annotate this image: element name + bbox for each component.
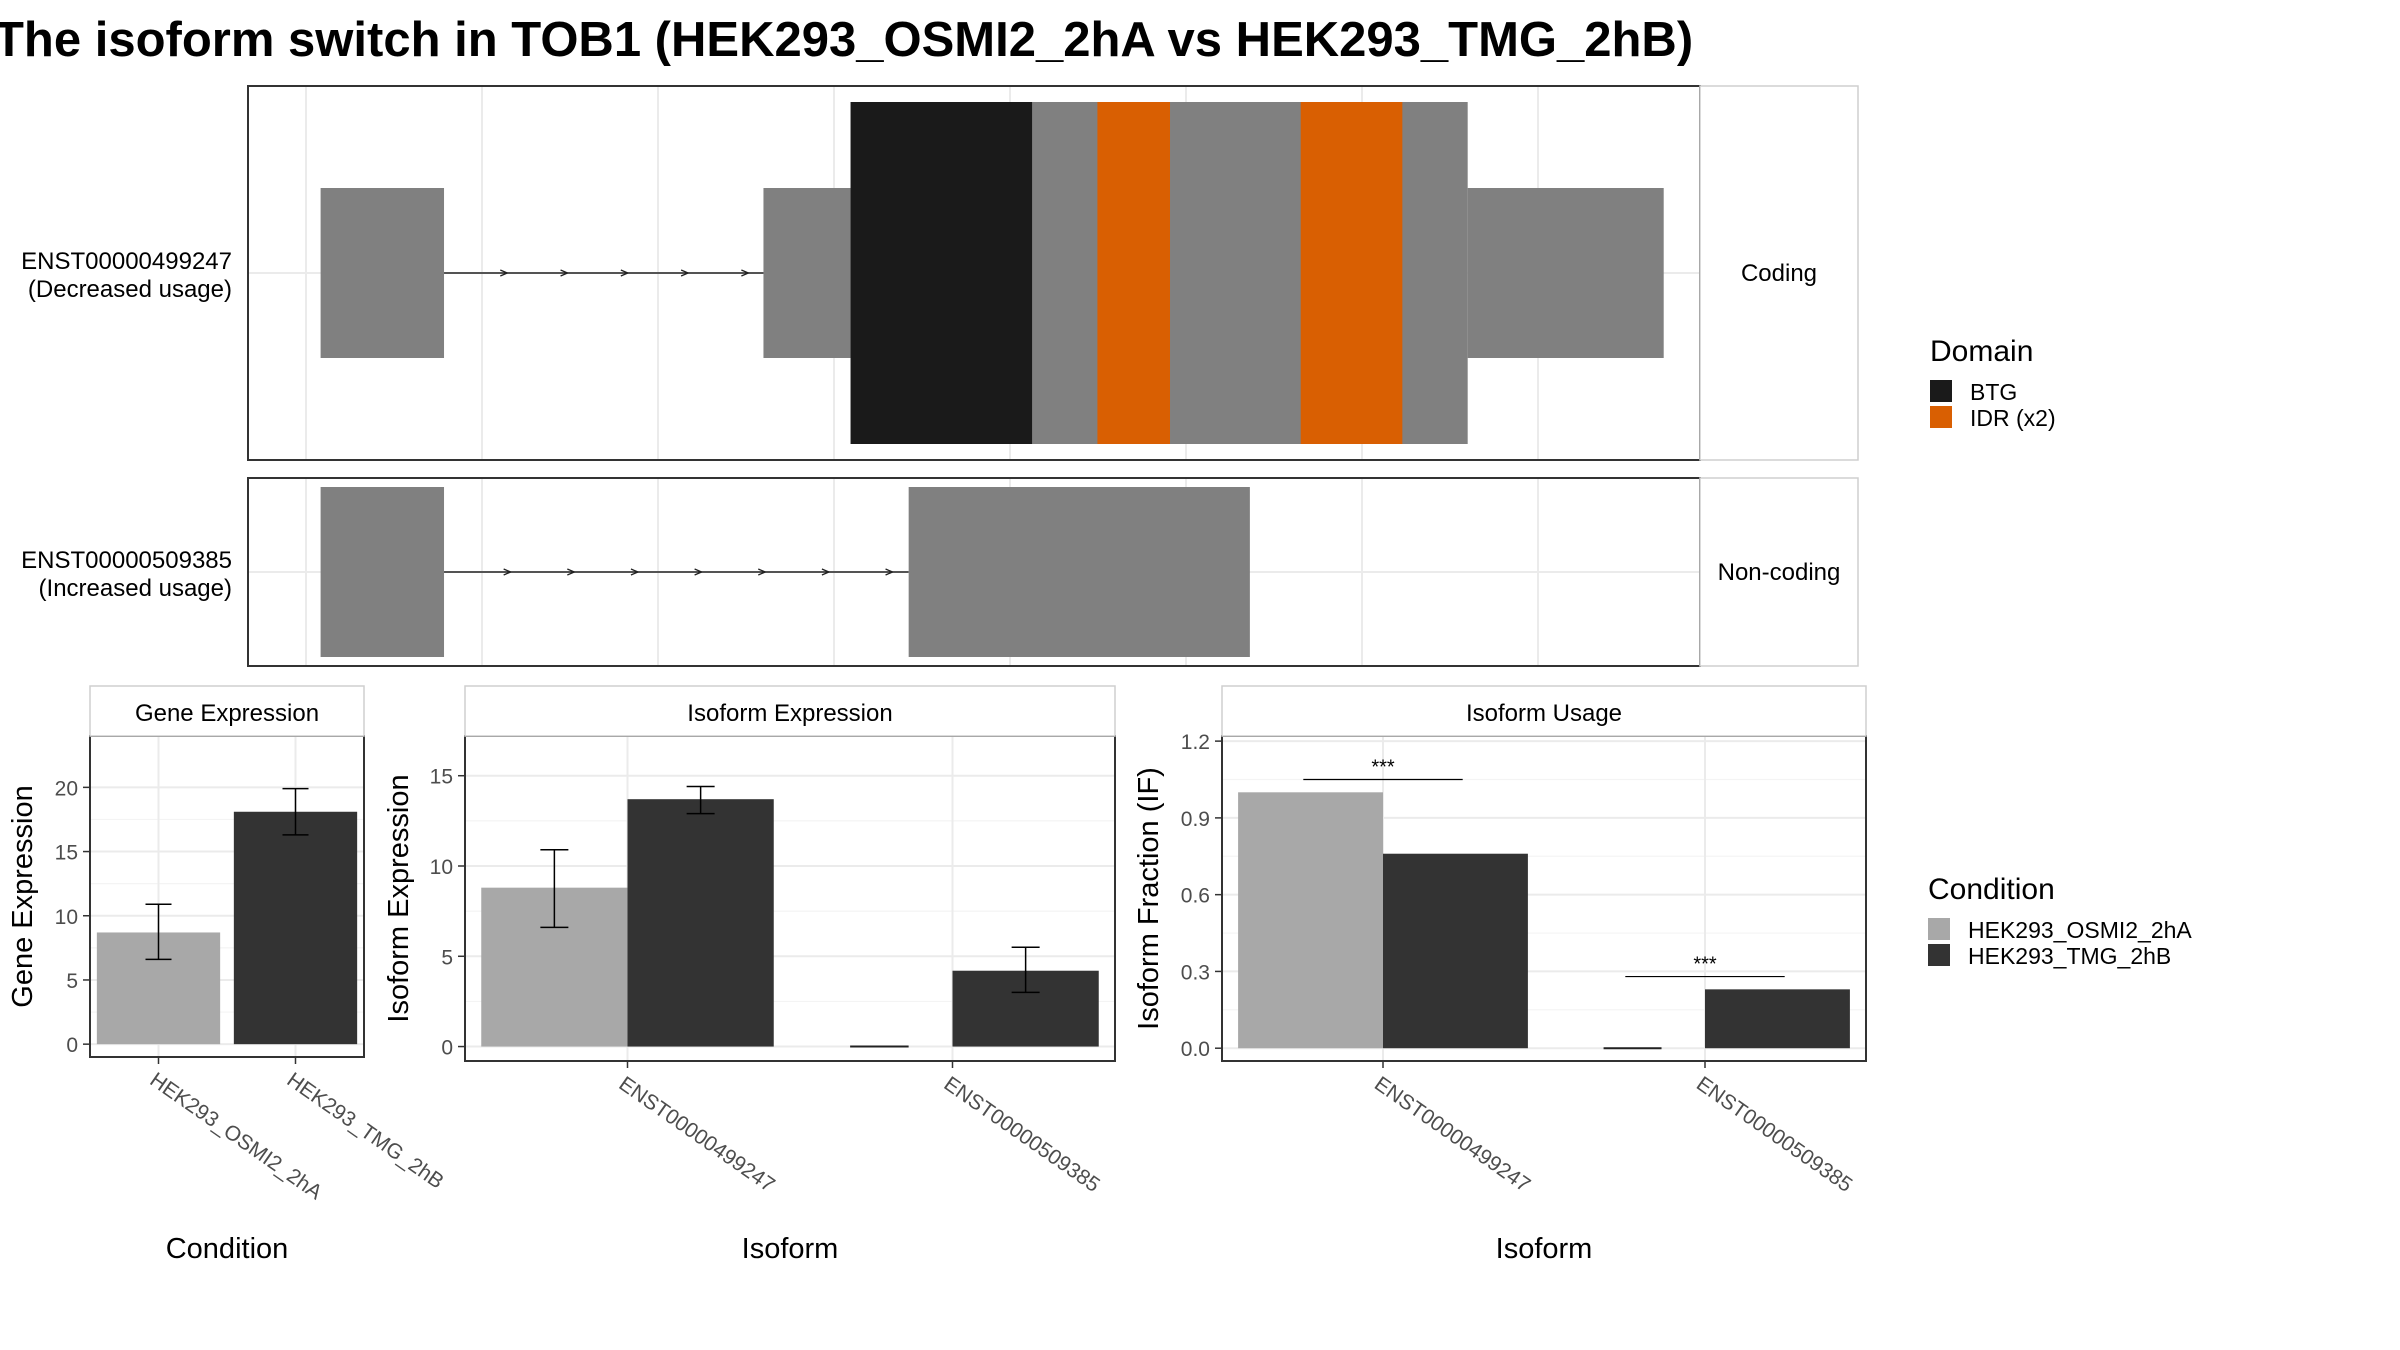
intron-arrow [885,568,895,576]
intron-arrow [630,568,640,576]
y-tick-label: 15 [430,766,453,789]
domain-btg [850,102,1033,444]
domain-idr [1300,102,1403,444]
y-tick-label: 0.9 [1181,808,1210,831]
legend-key-cond1 [1928,918,1950,940]
utr-exon [320,188,445,358]
y-axis-label: Isoform Expression [383,774,415,1022]
isoform-usage-panel: *** *** Isoform Usage 0.0 0.3 0.6 0.9 1.2 ENST00… [1133,685,1867,1265]
y-tick-label: 5 [66,970,78,993]
x-axis-label: Condition [166,1233,289,1265]
y-tick-label: 0 [441,1037,453,1060]
transcript-usage-label: (Increased usage) [39,575,232,602]
y-tick-label: 0.0 [1181,1038,1210,1061]
track-type-strip [1699,85,1859,461]
condition-legend: Condition HEK293_OSMI2_2hA HEK293_TMG_2h… [1928,873,2192,969]
transcript-id-label: ENST00000509385 [21,547,232,574]
x-axis-label: Isoform [1496,1233,1593,1265]
intron-arrow [758,568,767,576]
facet-title: Isoform Expression [687,700,892,727]
legend-key-cond2 [1928,944,1950,966]
transcript-track-coding: Coding ENST00000499247(Decreased usage) [21,85,1859,461]
figure-title: The isoform switch in TOB1 (HEK293_OSMI2… [0,13,1693,67]
transcript-type-label: Coding [1741,260,1817,287]
intron-arrow [567,568,576,576]
bar [1705,989,1850,1049]
y-tick-label: 5 [441,946,453,969]
y-tick-label: 15 [55,842,78,865]
y-tick-label: 10 [55,906,78,929]
legend-label-cond1: HEK293_OSMI2_2hA [1968,917,2192,943]
y-tick-label: 0.3 [1181,961,1210,984]
utr-exon [1467,188,1664,358]
significance-label: *** [1693,954,1717,976]
intron-arrow [560,269,570,277]
domain-legend: Domain BTG IDR (x2) [1930,335,2056,431]
utr-exon [320,487,445,657]
y-tick-label: 1.2 [1181,731,1210,754]
transcript-usage-label: (Decreased usage) [28,276,232,303]
utr-exon [763,188,851,358]
condition-legend-title: Condition [1928,873,2055,906]
facet-title: Isoform Usage [1466,700,1622,727]
legend-label-btg: BTG [1970,379,2017,405]
transcript-track-noncoding: Non-coding ENST00000509385(Increased usag… [21,477,1859,667]
y-axis-label: Isoform Fraction (IF) [1133,767,1165,1030]
track-type-strip [1699,477,1859,667]
facet-strip [89,685,365,737]
y-axis-label: Gene Expression [7,785,39,1007]
intron-arrow [620,269,630,277]
significance-label: *** [1371,757,1395,779]
intron-arrow [694,568,704,576]
x-axis-label: Isoform [742,1233,839,1265]
x-tick-label: ENST00000509385 [1692,1072,1856,1197]
legend-key-idr [1930,406,1952,428]
domain-idr [1097,102,1171,444]
intron-arrow [500,269,509,277]
domain-legend-title: Domain [1930,335,2033,368]
gene-expression-panel: Gene Expression05101520HEK293_OSMI2_2hAH… [7,685,448,1265]
x-tick-label: ENST00000499247 [615,1072,779,1197]
facet-strip [1221,685,1867,737]
intron-arrow [741,269,751,277]
intron-arrow [503,568,513,576]
y-tick-label: 0.6 [1181,885,1210,908]
intron-arrow [821,568,831,576]
bar [1238,792,1383,1049]
y-tick-label: 20 [55,777,78,800]
y-tick-label: 0 [66,1034,78,1057]
x-tick-label: ENST00000509385 [940,1072,1104,1197]
legend-label-cond2: HEK293_TMG_2hB [1968,943,2171,969]
utr-exon [908,487,1250,657]
x-tick-label: ENST00000499247 [1370,1072,1534,1197]
intron-arrow [680,269,690,277]
facet-title: Gene Expression [135,700,319,727]
transcript-type-label: Non-coding [1718,559,1841,586]
y-tick-label: 10 [430,856,453,879]
isoform-expression-panel: Isoform Expression 0 5 10 15 ENST00000499247 E… [383,685,1116,1265]
legend-key-btg [1930,380,1952,402]
bar [233,811,358,1045]
bar [1383,853,1528,1049]
facet-strip [464,685,1116,737]
bar [627,799,774,1047]
legend-label-idr: IDR (x2) [1970,405,2056,431]
transcript-id-label: ENST00000499247 [21,248,232,275]
